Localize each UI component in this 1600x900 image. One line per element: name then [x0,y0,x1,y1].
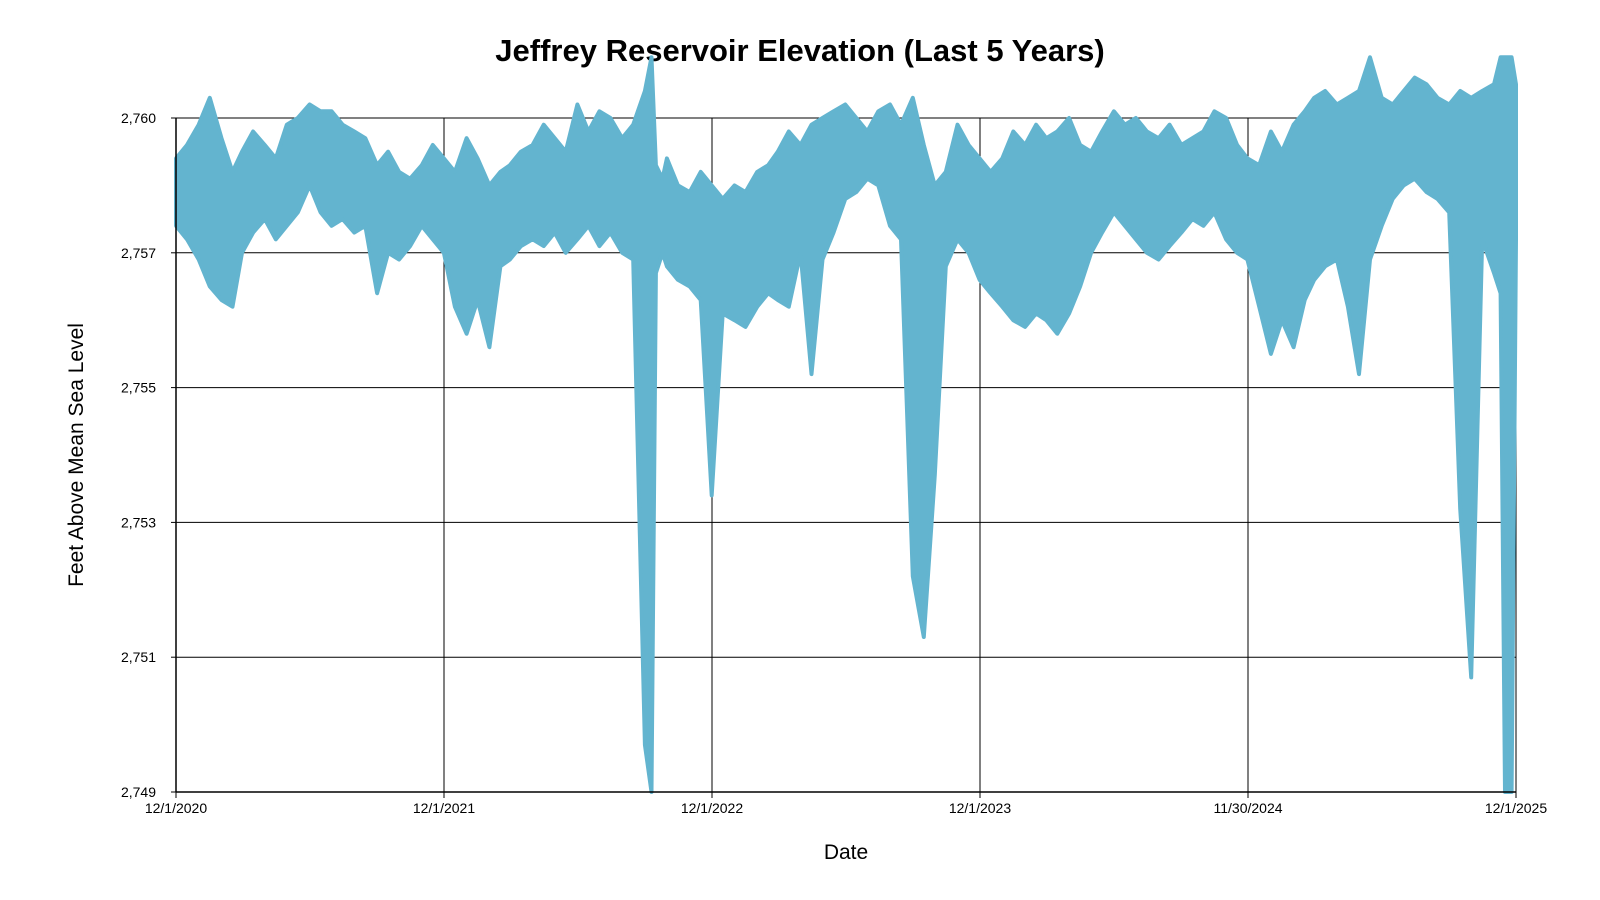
y-tick-label: 2,753 [121,514,156,530]
x-tick-label: 12/1/2020 [145,800,207,816]
x-axis-title: Date [824,841,868,864]
series-layer [174,55,1518,794]
y-axis-title: Feet Above Mean Sea Level [65,323,88,587]
elevation-series-band [174,55,1518,794]
chart-title: Jeffrey Reservoir Elevation (Last 5 Year… [495,33,1104,68]
y-tick-labels: 2,749 2,751 2,753 2,755 2,757 2,760 [121,110,156,800]
y-tick-label: 2,757 [121,245,156,261]
axes [175,118,1516,793]
y-tick-label: 2,749 [121,784,156,800]
y-tick-label: 2,760 [121,110,156,126]
y-tick-label: 2,755 [121,380,156,396]
x-tick-label: 12/1/2021 [413,800,475,816]
x-tick-label: 12/1/2023 [949,800,1011,816]
x-tick-label: 11/30/2024 [1213,800,1282,816]
x-tick-labels: 12/1/2020 12/1/2021 12/1/2022 12/1/2023 11/3… [145,800,1547,816]
x-tick-label: 12/1/2025 [1485,800,1547,816]
x-tick-label: 12/1/2022 [681,800,743,816]
y-tick-label: 2,751 [121,649,156,665]
